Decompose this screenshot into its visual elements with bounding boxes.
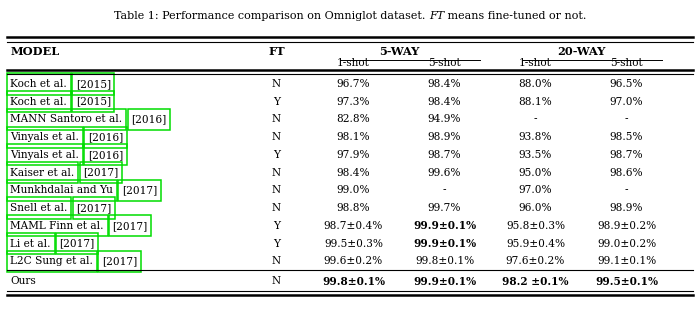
Text: Y: Y	[273, 97, 280, 107]
Text: Y: Y	[273, 239, 280, 248]
Text: 96.5%: 96.5%	[610, 79, 643, 89]
Text: L2C Sung et al.: L2C Sung et al.	[10, 256, 93, 266]
Text: Koch et al.: Koch et al.	[10, 79, 67, 89]
Text: Snell et al.: Snell et al.	[10, 203, 68, 213]
Text: 99.1±0.1%: 99.1±0.1%	[597, 256, 656, 266]
Text: 99.0±0.2%: 99.0±0.2%	[597, 239, 656, 248]
Text: 99.7%: 99.7%	[428, 203, 461, 213]
Text: 99.8±0.1%: 99.8±0.1%	[415, 256, 474, 266]
Text: 97.0%: 97.0%	[610, 97, 643, 107]
Text: Vinyals et al.: Vinyals et al.	[10, 132, 79, 142]
Text: 99.9±0.1%: 99.9±0.1%	[413, 276, 476, 287]
Text: 82.8%: 82.8%	[337, 114, 370, 124]
Text: 98.4%: 98.4%	[428, 79, 461, 89]
Text: 98.2 ±0.1%: 98.2 ±0.1%	[503, 276, 568, 287]
Text: 95.0%: 95.0%	[519, 168, 552, 178]
Text: 95.9±0.4%: 95.9±0.4%	[506, 239, 565, 248]
Text: 98.5%: 98.5%	[610, 132, 643, 142]
Text: [2017]: [2017]	[113, 221, 148, 231]
Text: 99.9±0.1%: 99.9±0.1%	[413, 238, 476, 249]
Text: 99.5±0.1%: 99.5±0.1%	[595, 276, 658, 287]
Text: N: N	[272, 185, 281, 195]
Text: N: N	[272, 79, 281, 89]
Text: 95.8±0.3%: 95.8±0.3%	[506, 221, 565, 231]
Text: Kaiser et al.: Kaiser et al.	[10, 168, 75, 178]
Text: [2017]: [2017]	[122, 185, 157, 195]
Text: -: -	[624, 185, 629, 195]
Text: [2016]: [2016]	[88, 132, 123, 142]
Text: [2015]: [2015]	[76, 97, 111, 107]
Text: Li et al.: Li et al.	[10, 239, 51, 248]
Text: [2016]: [2016]	[131, 114, 167, 124]
Text: 99.9±0.1%: 99.9±0.1%	[413, 220, 476, 231]
Text: 98.7%: 98.7%	[610, 150, 643, 160]
Text: 1-shot: 1-shot	[519, 58, 552, 68]
Text: 98.9%: 98.9%	[428, 132, 461, 142]
Text: 1-shot: 1-shot	[337, 58, 370, 68]
Text: [2015]: [2015]	[76, 79, 111, 89]
Text: 97.9%: 97.9%	[337, 150, 370, 160]
Text: 98.9%: 98.9%	[610, 203, 643, 213]
Text: 98.8%: 98.8%	[337, 203, 370, 213]
Text: FT: FT	[268, 45, 285, 57]
Text: 5-shot: 5-shot	[610, 58, 643, 68]
Text: 88.1%: 88.1%	[519, 97, 552, 107]
Text: 98.7%: 98.7%	[428, 150, 461, 160]
Text: 99.5±0.3%: 99.5±0.3%	[324, 239, 383, 248]
Text: 98.7±0.4%: 98.7±0.4%	[324, 221, 383, 231]
Text: MAML Finn et al.: MAML Finn et al.	[10, 221, 104, 231]
Text: Munkhdalai and Yu: Munkhdalai and Yu	[10, 185, 113, 195]
Text: Vinyals et al.: Vinyals et al.	[10, 150, 79, 160]
Text: N: N	[272, 203, 281, 213]
Text: 5-shot: 5-shot	[428, 58, 461, 68]
Text: MODEL: MODEL	[10, 45, 60, 57]
Text: 94.9%: 94.9%	[428, 114, 461, 124]
Text: 20-WAY: 20-WAY	[556, 45, 606, 57]
Text: N: N	[272, 256, 281, 266]
Text: Y: Y	[273, 221, 280, 231]
Text: [2017]: [2017]	[102, 256, 137, 266]
Text: N: N	[272, 114, 281, 124]
Text: 98.6%: 98.6%	[610, 168, 643, 178]
Text: 5-WAY: 5-WAY	[379, 45, 419, 57]
Text: [2017]: [2017]	[83, 168, 118, 178]
Text: 97.3%: 97.3%	[337, 97, 370, 107]
Text: 97.6±0.2%: 97.6±0.2%	[506, 256, 565, 266]
Text: Koch et al.: Koch et al.	[10, 97, 67, 107]
Text: 99.8±0.1%: 99.8±0.1%	[322, 276, 385, 287]
Text: -: -	[624, 114, 629, 124]
Text: 99.0%: 99.0%	[337, 185, 370, 195]
Text: 98.4%: 98.4%	[428, 97, 461, 107]
Text: N: N	[272, 276, 281, 286]
Text: FT: FT	[428, 11, 444, 21]
Text: MANN Santoro et al.: MANN Santoro et al.	[10, 114, 122, 124]
Text: N: N	[272, 132, 281, 142]
Text: [2016]: [2016]	[88, 150, 123, 160]
Text: -: -	[442, 185, 447, 195]
Text: 96.0%: 96.0%	[519, 203, 552, 213]
Text: means fine-tuned or not.: means fine-tuned or not.	[444, 11, 586, 21]
Text: Table 1: Performance comparison on Omniglot dataset.: Table 1: Performance comparison on Omnig…	[114, 11, 428, 21]
Text: 98.9±0.2%: 98.9±0.2%	[597, 221, 656, 231]
Text: [2017]: [2017]	[76, 203, 111, 213]
Text: 99.6±0.2%: 99.6±0.2%	[324, 256, 383, 266]
Text: Y: Y	[273, 150, 280, 160]
Text: 96.7%: 96.7%	[337, 79, 370, 89]
Text: 93.8%: 93.8%	[519, 132, 552, 142]
Text: 98.4%: 98.4%	[337, 168, 370, 178]
Text: N: N	[272, 168, 281, 178]
Text: 99.6%: 99.6%	[428, 168, 461, 178]
Text: Ours: Ours	[10, 276, 36, 286]
Text: 98.1%: 98.1%	[337, 132, 370, 142]
Text: [2017]: [2017]	[60, 239, 94, 248]
Text: 97.0%: 97.0%	[519, 185, 552, 195]
Text: 88.0%: 88.0%	[519, 79, 552, 89]
Text: 93.5%: 93.5%	[519, 150, 552, 160]
Text: -: -	[533, 114, 538, 124]
